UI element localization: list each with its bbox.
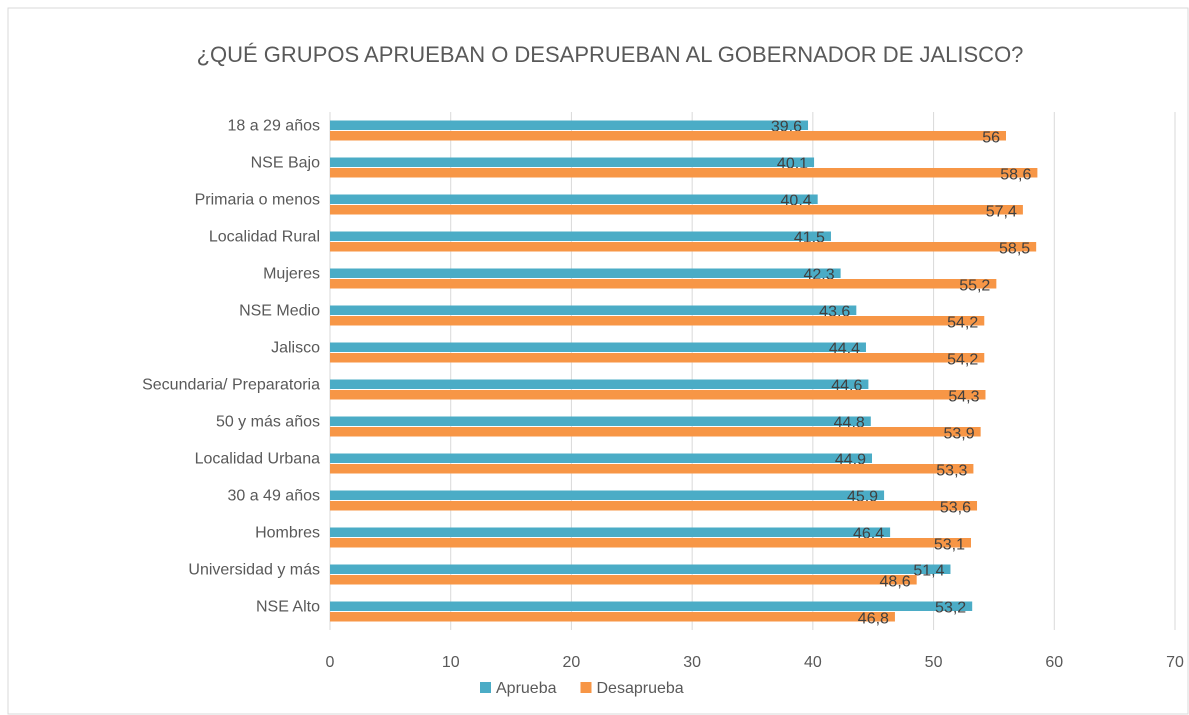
data-label: 53,9 [944,426,975,443]
bar [330,316,985,326]
bar [330,490,885,500]
y-tick-label: Localidad Rural [209,229,320,246]
legend-swatch [580,682,592,693]
bar [330,205,1023,215]
data-label: 51,4 [913,563,944,580]
y-tick-label: Secundaria/ Preparatoria [142,377,320,394]
bar [330,194,818,204]
data-label: 56 [982,130,1000,147]
bar [330,538,971,548]
bar [330,575,917,585]
x-tick-label: 20 [563,654,581,671]
bar [330,379,869,389]
bar [330,464,974,474]
y-tick-label: NSE Bajo [251,155,320,172]
data-label: 58,5 [999,241,1030,258]
y-tick-label: Universidad y más [188,562,320,579]
bar [330,120,809,130]
x-tick-label: 0 [326,654,335,671]
bar [330,612,895,622]
legend-label: Desaprueba [597,680,684,697]
legend-label: Aprueba [496,680,557,697]
bar [330,453,873,463]
data-label: 55,2 [959,278,990,295]
data-label: 54,3 [948,389,979,406]
bar [330,427,981,437]
bar [330,564,951,574]
data-label: 53,1 [934,537,965,554]
y-tick-label: 18 a 29 años [227,118,320,135]
x-tick-label: 60 [1045,654,1063,671]
bar [330,601,973,611]
data-label: 54,2 [947,315,978,332]
y-tick-label: Jalisco [271,340,320,357]
y-tick-label: Mujeres [263,266,320,283]
bar [330,527,891,537]
data-label: 48,6 [880,574,911,591]
bar [330,390,986,400]
y-tick-label: Primaria o menos [195,192,320,209]
bar [330,268,841,278]
x-tick-label: 30 [683,654,701,671]
bar [330,305,857,315]
chart-title: ¿QUÉ GRUPOS APRUEBAN O DESAPRUEBAN AL GO… [197,42,1024,67]
bar [330,416,871,426]
bar [330,353,985,363]
data-label: 53,3 [936,463,967,480]
y-tick-label: 50 y más años [216,414,320,431]
x-tick-label: 70 [1166,654,1184,671]
bar [330,279,997,289]
data-label: 53,2 [935,600,966,617]
bar [330,168,1038,178]
y-tick-label: 30 a 49 años [227,488,320,505]
data-label: 54,2 [947,352,978,369]
bar [330,157,815,167]
y-tick-label: NSE Alto [256,599,320,616]
y-tick-label: Hombres [255,525,320,542]
bar [330,131,1006,141]
bar [330,501,978,511]
x-tick-label: 10 [442,654,460,671]
data-label: 46,8 [858,611,889,628]
data-label: 53,6 [940,500,971,517]
bar [330,242,1037,252]
y-tick-label: Localidad Urbana [195,451,321,468]
data-label: 57,4 [986,204,1017,221]
bar [330,231,831,241]
y-tick-label: NSE Medio [239,303,320,320]
data-label: 58,6 [1000,167,1031,184]
legend-swatch [480,682,491,693]
bar [330,342,866,352]
x-tick-label: 40 [804,654,822,671]
x-tick-label: 50 [925,654,943,671]
